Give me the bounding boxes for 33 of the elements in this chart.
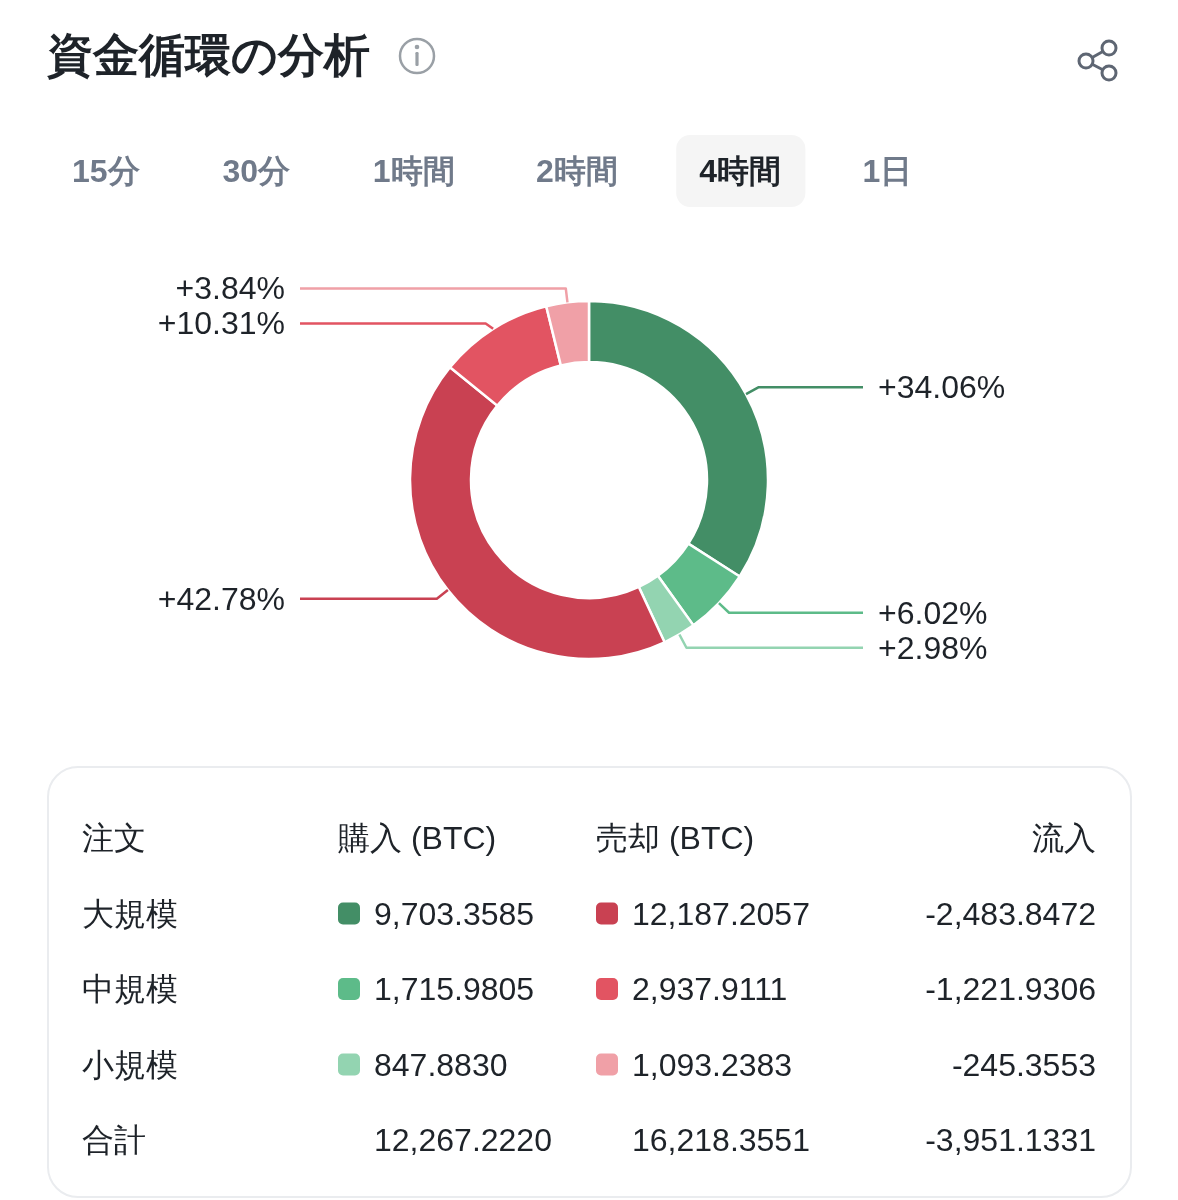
data-label: +6.02%	[878, 594, 988, 631]
text: 購入 (BTC)	[338, 820, 497, 856]
data-label: +3.84%	[175, 270, 285, 307]
tab[interactable]: 4時間	[676, 135, 806, 207]
tab[interactable]: 2時間	[536, 153, 618, 189]
text: -2,483.8472	[925, 895, 1096, 932]
data-label: +42.78%	[157, 580, 285, 617]
tab[interactable]: 1日	[862, 153, 913, 189]
text: 2,937.9111	[632, 971, 788, 1007]
text: 小規模	[82, 1046, 178, 1083]
data-label: +34.06%	[878, 369, 1006, 406]
data-label: +10.31%	[157, 305, 285, 342]
data-label: +2.98%	[878, 629, 988, 666]
text: 12,267.2220	[374, 1122, 552, 1158]
tab[interactable]: 1時間	[372, 153, 455, 189]
text: 売却 (BTC)	[596, 820, 755, 856]
text: 中規模	[82, 971, 178, 1007]
text: 大規模	[82, 895, 178, 932]
text: 9,703.3585	[374, 895, 535, 932]
text: 847.8830	[374, 1046, 508, 1083]
tab[interactable]: 15分	[72, 153, 140, 189]
text: -3,951.1331	[925, 1122, 1096, 1158]
text: 合計	[82, 1122, 146, 1158]
chart-title: 資金循環の分析	[47, 29, 370, 81]
text: 16,218.3551	[632, 1122, 810, 1158]
text: -245.3553	[951, 1046, 1096, 1083]
text: 12,187.2057	[632, 895, 810, 932]
text: 注文	[82, 820, 146, 856]
text: 1,715.9805	[374, 971, 535, 1007]
text: -1,221.9306	[925, 971, 1096, 1007]
text: 流入	[1032, 820, 1096, 856]
tab[interactable]: 30分	[222, 153, 290, 189]
text: 1,093.2383	[632, 1046, 793, 1083]
